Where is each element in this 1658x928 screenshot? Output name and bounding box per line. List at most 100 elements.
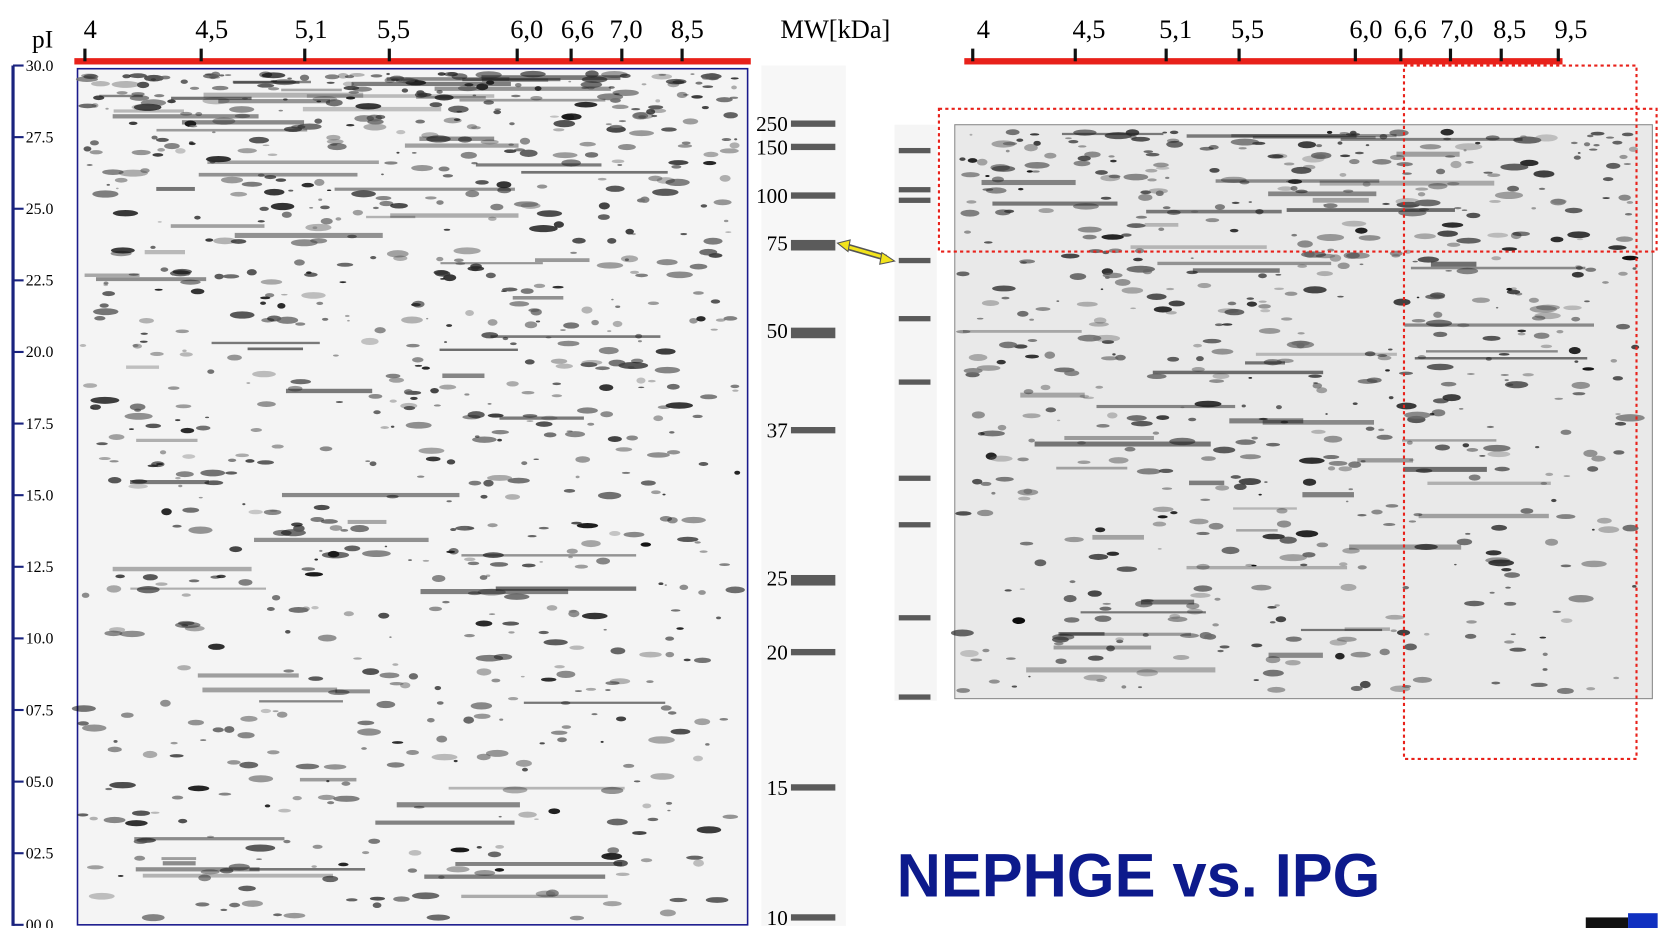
gel-spot	[1024, 162, 1050, 169]
gel-spot	[1230, 138, 1260, 146]
gel-spot	[977, 509, 994, 517]
gel-spot	[490, 203, 504, 211]
gel-spot	[283, 126, 302, 133]
gel-streak	[390, 213, 519, 218]
gel-streak	[1229, 418, 1304, 424]
gel-spot	[985, 452, 997, 460]
gel-spot	[694, 718, 711, 726]
gel-spot	[1063, 595, 1077, 603]
gel-streak	[234, 232, 383, 238]
gel-spot	[703, 151, 719, 158]
gel-spot	[985, 174, 990, 178]
gel-spot	[723, 112, 738, 119]
gel-spot	[515, 759, 532, 767]
gel-spot	[182, 349, 187, 353]
gel-spot	[666, 450, 681, 455]
gel-spot	[178, 818, 188, 824]
gel-spot	[729, 142, 740, 149]
gel-spot	[991, 140, 1016, 148]
gel-spot	[557, 340, 580, 347]
gel-spot	[1529, 305, 1557, 313]
pi-tick-label: 8,5	[1493, 14, 1526, 44]
gel-spot	[1276, 520, 1292, 528]
gel-spot	[586, 86, 595, 90]
gel-spot	[1583, 449, 1598, 458]
gel-spot	[1258, 493, 1262, 496]
gel-streak	[396, 802, 520, 808]
gel-spot	[1512, 231, 1530, 237]
gel-spot	[229, 546, 243, 553]
gel-spot	[705, 897, 729, 903]
gel-spot	[220, 908, 228, 912]
gel-spot	[950, 629, 974, 637]
gel-spot	[1088, 321, 1109, 327]
gel-spot	[1285, 636, 1302, 642]
gel-streak	[521, 170, 668, 174]
gel-spot	[1020, 261, 1027, 264]
gel-spot	[344, 75, 355, 79]
gel-spot	[1563, 305, 1582, 311]
gel-streak	[992, 201, 1118, 206]
gel-streak	[198, 172, 358, 177]
marker-band	[790, 120, 836, 127]
gel-spot	[1447, 182, 1460, 186]
gel-spot	[1520, 159, 1539, 167]
gel-spot	[719, 148, 739, 154]
gel-spot	[1376, 434, 1393, 440]
gel-spot	[418, 447, 445, 454]
gel-spot	[317, 634, 337, 642]
gel-spot	[1371, 509, 1383, 515]
gel-spot	[1313, 382, 1318, 385]
gel-spot	[1574, 360, 1579, 363]
gel-spot	[408, 850, 422, 856]
gel-spot	[425, 456, 441, 462]
gel-spot	[1343, 189, 1354, 193]
marker-band	[790, 648, 836, 656]
gel-spot	[551, 394, 563, 398]
gel-spot	[297, 123, 322, 130]
gel-streak	[1410, 266, 1586, 270]
gel-spot	[607, 238, 617, 244]
gel-spot	[1390, 685, 1411, 692]
gel-spot	[1533, 170, 1555, 178]
gel-streak	[126, 365, 160, 369]
gel-streak	[1349, 544, 1462, 550]
gel-spot	[180, 279, 201, 285]
gel-spot	[1364, 351, 1376, 357]
gel-spot	[1483, 444, 1511, 452]
gel-spot	[389, 636, 392, 638]
gel-spot	[1425, 319, 1453, 327]
gel-spot	[1262, 533, 1285, 540]
gel-spot	[1602, 281, 1609, 284]
gel-spot	[1408, 520, 1417, 523]
gel-spot	[1123, 173, 1149, 181]
gel-spot	[956, 688, 970, 693]
gel-spot	[528, 308, 540, 313]
gel-spot	[175, 404, 192, 409]
gel-spot	[1462, 443, 1470, 448]
gel-spot	[1295, 189, 1308, 194]
gel-spot	[271, 444, 284, 449]
gel-spot	[1461, 209, 1468, 212]
gel-spot	[437, 72, 446, 76]
gel-spot	[1239, 454, 1262, 460]
gel-spot	[362, 550, 391, 557]
gel-spot	[131, 103, 161, 111]
gel-spot	[172, 524, 182, 528]
gel-spot	[314, 118, 323, 124]
gel-spot	[333, 795, 360, 802]
gel-spot	[287, 77, 292, 80]
gel-spot	[1378, 428, 1385, 432]
gel-streak	[439, 348, 518, 351]
gel-spot	[716, 97, 733, 103]
gel-spot	[472, 436, 497, 443]
gel-spot	[1598, 526, 1620, 533]
gel-spot	[320, 519, 338, 524]
gel-spot	[698, 462, 709, 466]
gel-spot	[598, 202, 610, 210]
gel-spot	[667, 809, 671, 812]
gel-spot	[677, 144, 693, 148]
gel-spot	[1258, 304, 1271, 309]
gel-spot	[272, 710, 279, 713]
gel-spot	[325, 99, 343, 107]
